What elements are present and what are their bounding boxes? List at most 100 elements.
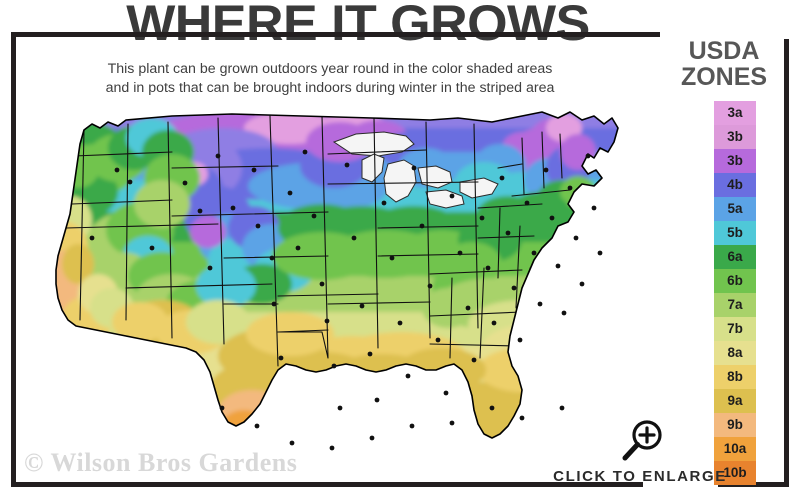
watermark: © Wilson Bros Gardens — [24, 448, 298, 477]
city-dot — [543, 167, 549, 173]
city-dot — [331, 363, 337, 369]
city-dot — [278, 355, 284, 361]
city-dot — [489, 405, 495, 411]
page-title: WHERE IT GROWS — [126, 0, 590, 51]
legend-swatch-6a-6: 6a — [714, 245, 756, 269]
city-dot — [555, 263, 561, 269]
legend-zone-swatches: 3a 3b 3b 4b 5a 5b 6a 6b 7a 7b 8a 8b 9a 9b 10a 10b — [714, 101, 756, 485]
city-dot — [531, 250, 537, 256]
legend-swatch-8b-11: 8b — [714, 365, 756, 389]
left-panel-border-top-stub — [643, 32, 665, 37]
city-dot — [419, 223, 425, 229]
city-dot — [367, 351, 373, 357]
state-borders — [65, 115, 571, 367]
legend-swatch-3b-1: 3b — [714, 125, 756, 149]
legend-swatch-7a-8: 7a — [714, 293, 756, 317]
legend-swatch-6b-7: 6b — [714, 269, 756, 293]
city-dot — [271, 301, 277, 307]
legend-swatch-7b-9: 7b — [714, 317, 756, 341]
city-dots — [89, 149, 603, 451]
usda-zone-map-svg — [55, 111, 619, 451]
legend-heading: USDA ZONES — [660, 38, 788, 90]
city-dot — [269, 255, 275, 261]
city-dot — [585, 153, 591, 159]
legend-swatch-5a-4: 5a — [714, 197, 756, 221]
city-dot — [591, 205, 597, 211]
legend-swatch-8a-10: 8a — [714, 341, 756, 365]
legend-panel-top-gap — [660, 30, 790, 39]
city-dot — [517, 337, 523, 343]
legend-heading-line-2: ZONES — [680, 63, 768, 91]
city-dot — [89, 235, 95, 241]
city-dot — [465, 305, 471, 311]
city-dot — [337, 405, 343, 411]
city-dot — [397, 320, 403, 326]
city-dot — [449, 420, 455, 426]
city-dot — [524, 200, 530, 206]
city-dot — [457, 250, 463, 256]
legend-swatch-9a-12: 9a — [714, 389, 756, 413]
city-dot — [230, 205, 236, 211]
city-dot — [537, 301, 543, 307]
city-dot — [287, 190, 293, 196]
legend-swatch-3a-0: 3a — [714, 101, 756, 125]
city-dot — [114, 167, 120, 173]
subtitle-line-1: This plant can be grown outdoors year ro… — [107, 61, 553, 77]
city-dot — [491, 320, 497, 326]
city-dot — [344, 162, 350, 168]
city-dot — [519, 415, 525, 421]
city-dot — [505, 230, 511, 236]
legend-swatch-10b-15: 10b — [714, 461, 756, 485]
legend-heading-line-1: USDA — [688, 37, 760, 65]
city-dot — [324, 318, 330, 324]
us-outline — [55, 111, 619, 439]
city-dot — [561, 310, 567, 316]
legend-swatch-3b-2: 3b — [714, 149, 756, 173]
city-dot — [549, 215, 555, 221]
subtitle: This plant can be grown outdoors year ro… — [40, 60, 620, 98]
city-dot — [255, 223, 261, 229]
city-dot — [409, 423, 415, 429]
city-dot — [149, 245, 155, 251]
city-dot — [197, 208, 203, 214]
city-dot — [374, 397, 380, 403]
legend-swatch-10a-14: 10a — [714, 437, 756, 461]
city-dot — [311, 213, 317, 219]
legend-swatch-4b-3: 4b — [714, 173, 756, 197]
city-dot — [359, 303, 365, 309]
legend-panel-bottom-gap — [655, 480, 725, 489]
city-dot — [499, 175, 505, 181]
city-dot — [369, 435, 375, 441]
click-to-enlarge-label[interactable]: CLICK TO ENLARGE — [553, 468, 727, 485]
city-dot — [351, 235, 357, 241]
usda-zone-map[interactable] — [22, 108, 632, 463]
city-dot — [182, 180, 188, 186]
city-dot — [319, 281, 325, 287]
city-dot — [207, 265, 213, 271]
city-dot — [471, 357, 477, 363]
city-dot — [573, 235, 579, 241]
city-dot — [289, 440, 295, 446]
city-dot — [295, 245, 301, 251]
city-dot — [479, 215, 485, 221]
city-dot — [427, 283, 433, 289]
city-dot — [511, 285, 517, 291]
legend-swatch-9b-13: 9b — [714, 413, 756, 437]
city-dot — [381, 200, 387, 206]
city-dot — [443, 390, 449, 396]
city-dot — [251, 167, 257, 173]
city-dot — [215, 153, 221, 159]
city-dot — [567, 185, 573, 191]
city-dot — [127, 179, 133, 185]
city-dot — [435, 337, 441, 343]
city-dot — [389, 255, 395, 261]
city-dot — [411, 165, 417, 171]
city-dot — [597, 250, 603, 256]
subtitle-line-2: and in pots that can be brought indoors … — [105, 80, 555, 96]
legend-swatch-5b-5: 5b — [714, 221, 756, 245]
city-dot — [219, 405, 225, 411]
city-dot — [405, 373, 411, 379]
magnifier-plus-icon[interactable] — [620, 418, 666, 464]
city-dot — [485, 265, 491, 271]
